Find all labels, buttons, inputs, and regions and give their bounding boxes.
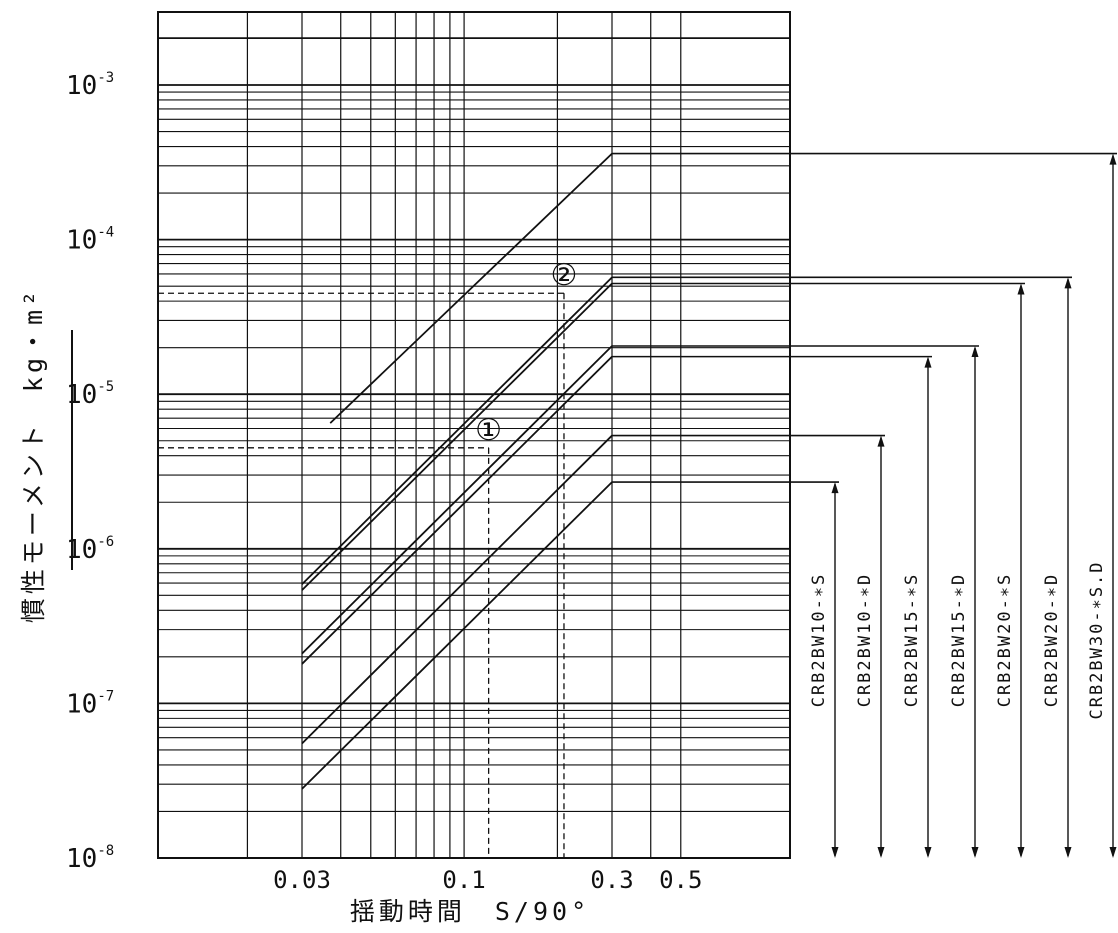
series-label: CRB2BW20-∗D bbox=[1042, 573, 1062, 708]
annotation-marker: ② bbox=[551, 258, 578, 293]
x-tick-label: 0.5 bbox=[659, 866, 702, 894]
tick-labels: 10-8 10-7 10-6 10-5 10-4 10-3 0.03 0.1 0.3 0.5 bbox=[66, 70, 702, 894]
y-tick-label: 10-4 bbox=[66, 225, 114, 256]
series-line bbox=[301, 481, 613, 790]
series-arrow-head bbox=[1109, 153, 1117, 165]
series-line bbox=[301, 355, 613, 665]
series-arrow-head bbox=[877, 435, 885, 447]
x-tick-label: 0.03 bbox=[273, 866, 331, 894]
y-tick-label: 10-3 bbox=[66, 70, 114, 101]
annotation-marker: ① bbox=[475, 413, 502, 448]
series-arrow-head bbox=[971, 346, 979, 358]
series-arrow-head bbox=[1017, 847, 1025, 858]
series-line bbox=[301, 345, 613, 655]
y-tick-label: 10-6 bbox=[66, 534, 114, 565]
series-arrow-head bbox=[924, 356, 932, 368]
series-arrow-head bbox=[831, 482, 839, 494]
x-tick-label: 0.3 bbox=[590, 866, 633, 894]
series-line bbox=[301, 434, 613, 745]
y-tick-label: 10-8 bbox=[66, 843, 114, 874]
series-label: CRB2BW10-∗D bbox=[855, 573, 875, 708]
series-label: CRB2BW15-∗S bbox=[902, 573, 922, 708]
series-brackets: CRB2BW10-∗S CRB2BW10-∗D CRB2BW15-∗S CRB2BW1… bbox=[612, 152, 1117, 858]
annotations: ①② bbox=[158, 258, 577, 858]
series-arrow-head bbox=[924, 847, 932, 858]
series-line bbox=[301, 282, 613, 591]
series-arrow-head bbox=[1064, 847, 1072, 858]
series-line bbox=[329, 152, 613, 424]
series-label: CRB2BW10-∗S bbox=[809, 573, 829, 708]
y-tick-label: 10-7 bbox=[66, 688, 114, 719]
series-arrow-head bbox=[971, 847, 979, 858]
series-label: CRB2BW20-∗S bbox=[995, 573, 1015, 708]
x-axis-label: 揺動時間 S/90° bbox=[350, 897, 590, 926]
series-arrow-head bbox=[1017, 283, 1025, 295]
series-arrow-head bbox=[831, 847, 839, 858]
series-arrow-head bbox=[1109, 847, 1117, 858]
grid bbox=[157, 11, 791, 859]
series-line bbox=[301, 276, 613, 585]
series-lines bbox=[301, 152, 613, 790]
series-label: CRB2BW30-∗S.D bbox=[1087, 560, 1107, 719]
series-label: CRB2BW15-∗D bbox=[949, 573, 969, 708]
y-axis-label: 慣性モーメント kg・m² bbox=[19, 287, 48, 623]
x-tick-label: 0.1 bbox=[442, 866, 485, 894]
y-tick-label: 10-5 bbox=[66, 379, 114, 410]
series-arrow-head bbox=[1064, 277, 1072, 289]
series-arrow-head bbox=[877, 847, 885, 858]
